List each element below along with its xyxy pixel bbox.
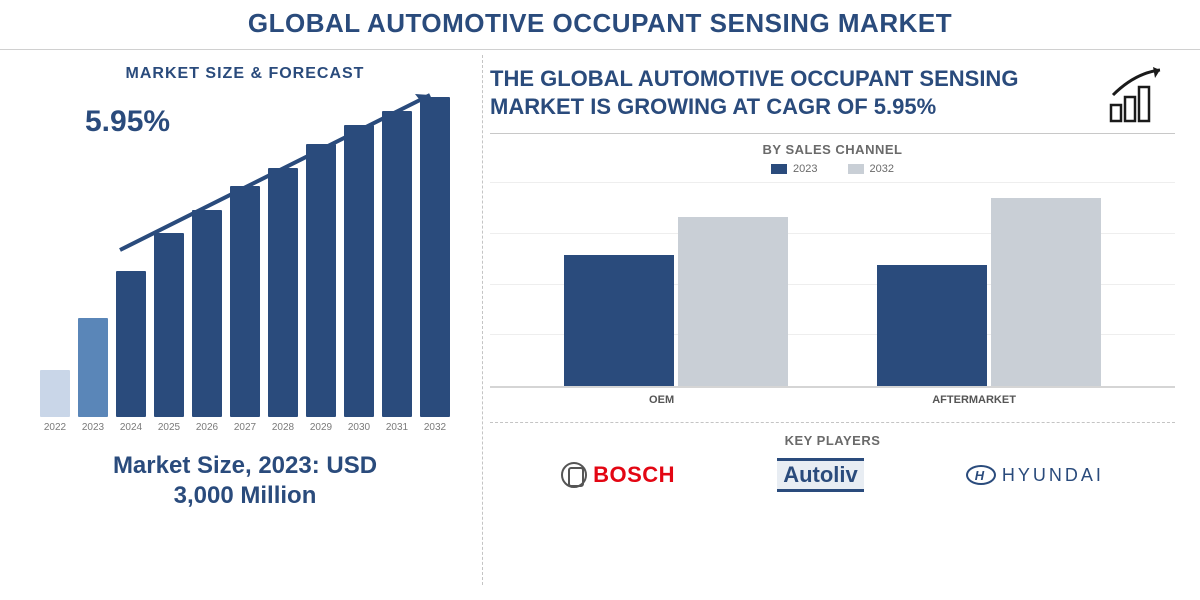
growth-chart-icon [1105, 65, 1175, 125]
sales-channel-title: BY SALES CHANNEL [490, 142, 1175, 157]
forecast-bar-chart: 2022 2023 2024 2025 2026 2027 2028 2029 2030 2031… [20, 93, 470, 433]
sales-x-axis-labels: OEM AFTERMARKET [490, 388, 1175, 406]
sales-bar-2023 [877, 265, 987, 386]
page-title: GLOBAL AUTOMOTIVE OCCUPANT SENSING MARKE… [0, 8, 1200, 39]
forecast-bar [230, 186, 260, 417]
legend-swatch [771, 164, 787, 174]
forecast-bar [154, 233, 184, 417]
forecast-x-label: 2030 [348, 422, 370, 433]
logo-hyundai: H HYUNDAI [966, 465, 1104, 486]
forecast-bar-wrap: 2031 [380, 111, 414, 433]
bosch-ring-icon [561, 462, 587, 488]
forecast-bar-wrap: 2023 [76, 318, 110, 433]
legend-swatch [848, 164, 864, 174]
bosch-text: BOSCH [593, 462, 675, 488]
forecast-bar [382, 111, 412, 417]
sales-channel-section: BY SALES CHANNEL 2023 2032 OEM AFTERMARKET [490, 142, 1175, 406]
sales-x-label: AFTERMARKET [932, 394, 1016, 406]
forecast-x-label: 2031 [386, 422, 408, 433]
main-content: MARKET SIZE & FORECAST 5.95% 20222023202… [0, 50, 1200, 590]
gridline [490, 182, 1175, 183]
sales-bar-group [877, 198, 1101, 386]
horizontal-divider [490, 422, 1175, 423]
right-title-row: THE GLOBAL AUTOMOTIVE OCCUPANT SENSING M… [490, 65, 1175, 134]
key-players-logos: BOSCH Autoliv H HYUNDAI [490, 458, 1175, 492]
forecast-x-label: 2022 [44, 422, 66, 433]
sales-legend: 2023 2032 [490, 163, 1175, 175]
sales-bar-2032 [991, 198, 1101, 386]
market-size-line1: Market Size, 2023: USD [20, 451, 470, 481]
hyundai-oval-icon: H [966, 465, 996, 485]
forecast-bar [40, 370, 70, 417]
hyundai-text: HYUNDAI [1002, 465, 1104, 486]
forecast-bar [78, 318, 108, 417]
forecast-bar [306, 144, 336, 417]
header: GLOBAL AUTOMOTIVE OCCUPANT SENSING MARKE… [0, 0, 1200, 50]
forecast-x-label: 2028 [272, 422, 294, 433]
right-headline: THE GLOBAL AUTOMOTIVE OCCUPANT SENSING M… [490, 65, 1090, 120]
sales-bar-2032 [678, 217, 788, 386]
forecast-x-label: 2024 [120, 422, 142, 433]
forecast-x-label: 2032 [424, 422, 446, 433]
forecast-bar [268, 168, 298, 417]
forecast-x-label: 2025 [158, 422, 180, 433]
forecast-bar-wrap: 2026 [190, 210, 224, 433]
forecast-x-label: 2023 [82, 422, 104, 433]
forecast-bar-wrap: 2030 [342, 125, 376, 433]
legend-label: 2023 [793, 163, 817, 175]
forecast-bar [192, 210, 222, 417]
left-panel: MARKET SIZE & FORECAST 5.95% 20222023202… [0, 50, 480, 590]
forecast-bar-wrap: 2027 [228, 186, 262, 433]
forecast-bar-wrap: 2024 [114, 271, 148, 433]
right-panel: THE GLOBAL AUTOMOTIVE OCCUPANT SENSING M… [480, 50, 1200, 590]
forecast-bar [344, 125, 374, 417]
forecast-x-label: 2029 [310, 422, 332, 433]
key-players-label: KEY PLAYERS [490, 433, 1175, 448]
market-size-text: Market Size, 2023: USD 3,000 Million [20, 451, 470, 511]
sales-x-label: OEM [649, 394, 674, 406]
sales-bar-2023 [564, 255, 674, 386]
forecast-section-label: MARKET SIZE & FORECAST [20, 65, 470, 83]
forecast-bar-wrap: 2025 [152, 233, 186, 433]
legend-item: 2032 [848, 163, 894, 175]
forecast-bar-wrap: 2032 [418, 97, 452, 433]
legend-item: 2023 [771, 163, 817, 175]
forecast-x-label: 2026 [196, 422, 218, 433]
forecast-bar [420, 97, 450, 417]
legend-label: 2032 [870, 163, 894, 175]
forecast-bar-wrap: 2029 [304, 144, 338, 433]
sales-bar-chart [490, 183, 1175, 388]
logo-autoliv: Autoliv [777, 458, 864, 492]
sales-bar-group [564, 217, 788, 386]
forecast-bar-wrap: 2022 [38, 370, 72, 433]
logo-bosch: BOSCH [561, 462, 675, 488]
forecast-x-label: 2027 [234, 422, 256, 433]
market-size-line2: 3,000 Million [20, 481, 470, 511]
vertical-divider [482, 55, 483, 585]
forecast-bar [116, 271, 146, 417]
forecast-bar-wrap: 2028 [266, 168, 300, 433]
